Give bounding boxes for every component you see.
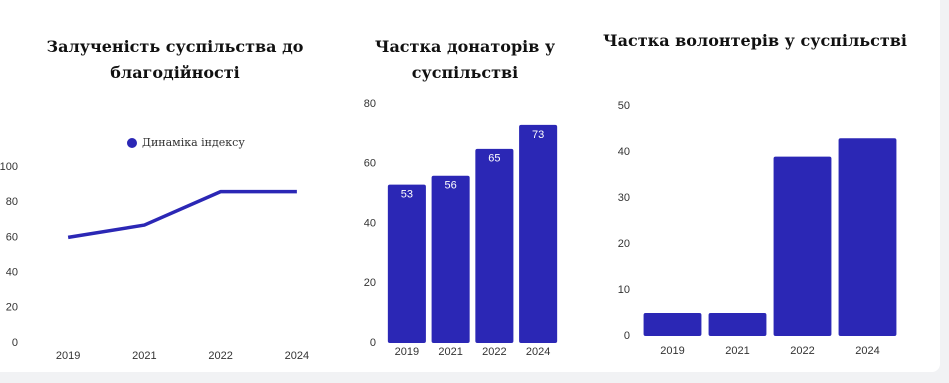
- x-tick-label: 2022: [208, 350, 232, 362]
- x-tick-label: 2021: [438, 346, 462, 358]
- chart-title: Частка волонтерів у суспільстві: [603, 31, 907, 50]
- y-tick-label: 0: [624, 330, 630, 342]
- legend-swatch: [127, 138, 137, 148]
- y-tick-label: 0: [370, 337, 376, 349]
- x-tick-label: 2019: [395, 346, 419, 358]
- bar: [387, 184, 426, 343]
- bar: [708, 313, 767, 336]
- x-tick-label: 2024: [285, 350, 309, 362]
- value-label: 53: [401, 189, 413, 201]
- x-tick-label: 2019: [660, 345, 684, 357]
- chart-title: Частка донаторів у суспільстві: [374, 37, 556, 82]
- y-tick-label: 20: [6, 302, 18, 314]
- x-tick-label: 2021: [725, 345, 749, 357]
- bar: [475, 148, 514, 343]
- value-label: 65: [488, 153, 500, 165]
- value-label: 73: [532, 129, 544, 141]
- x-tick-label: 2024: [855, 345, 879, 357]
- y-tick-label: 20: [618, 238, 630, 250]
- y-tick-label: 100: [0, 161, 18, 173]
- legend-label: Динаміка індексу: [142, 136, 245, 149]
- value-label: 56: [445, 180, 457, 192]
- chart-title: Залученість суспільства до благодійності: [46, 37, 304, 82]
- y-tick-label: 50: [618, 100, 630, 112]
- bar: [643, 313, 702, 336]
- y-tick-label: 60: [364, 158, 376, 170]
- y-tick-label: 20: [364, 277, 376, 289]
- x-tick-label: 2021: [132, 350, 156, 362]
- line: [67, 189, 297, 240]
- x-tick-label: 2022: [790, 345, 814, 357]
- y-tick-label: 80: [6, 196, 18, 208]
- y-tick-label: 10: [618, 284, 630, 296]
- bar: [431, 175, 470, 343]
- y-tick-label: 30: [618, 192, 630, 204]
- x-tick-label: 2022: [482, 346, 506, 358]
- bar: [838, 138, 897, 336]
- y-tick-label: 80: [364, 98, 376, 110]
- bar: [519, 124, 558, 343]
- bar: [773, 156, 832, 336]
- y-tick-label: 40: [618, 146, 630, 158]
- x-tick-label: 2019: [56, 350, 80, 362]
- y-tick-label: 40: [6, 267, 18, 279]
- y-tick-label: 40: [364, 217, 376, 229]
- y-tick-label: 0: [12, 337, 18, 349]
- x-tick-label: 2024: [526, 346, 550, 358]
- y-tick-label: 60: [6, 231, 18, 243]
